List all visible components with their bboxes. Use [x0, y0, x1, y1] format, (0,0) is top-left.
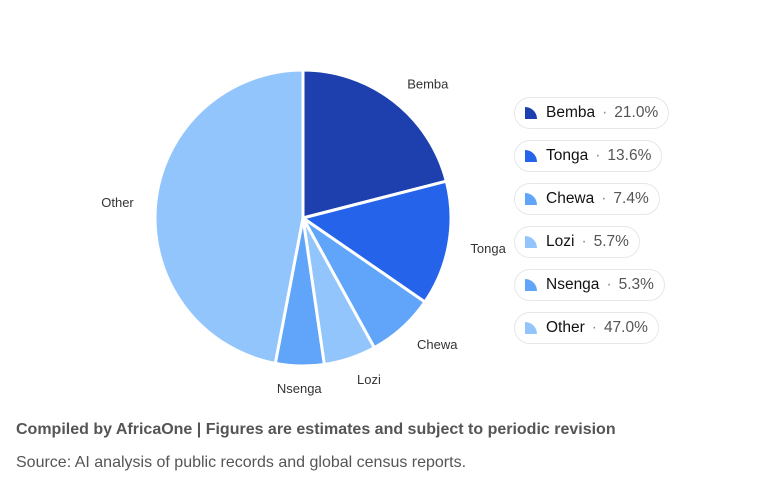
- legend-percent: 47.0%: [603, 319, 648, 336]
- legend-percent: 21.0%: [614, 104, 659, 121]
- legend-separator: ·: [606, 276, 612, 293]
- legend-swatch-icon: [525, 193, 537, 205]
- legend-separator: ·: [601, 190, 607, 207]
- slice-label: Other: [101, 195, 134, 210]
- legend-name: Chewa: [546, 190, 595, 207]
- legend-item: Other · 47.0%: [514, 312, 659, 344]
- legend-item: Nsenga · 5.3%: [514, 269, 665, 301]
- legend-swatch-icon: [525, 322, 537, 334]
- legend-name: Nsenga: [546, 276, 600, 293]
- legend-percent: 5.7%: [593, 233, 629, 250]
- legend-swatch-icon: [525, 279, 537, 291]
- slice-tonga: [299, 179, 453, 305]
- slice-label: Lozi: [357, 372, 381, 387]
- footer-source: Source: AI analysis of public records an…: [16, 454, 467, 471]
- legend-item: Bemba · 21.0%: [514, 97, 670, 129]
- slice-label: Chewa: [417, 337, 458, 352]
- legend-name: Other: [546, 319, 585, 336]
- slice-label: Nsenga: [277, 381, 323, 396]
- slice-bemba: [301, 68, 449, 220]
- slice-other: [153, 68, 305, 366]
- footer-credit: Compiled by AfricaOne | Figures are esti…: [16, 421, 616, 438]
- legend-item: Chewa · 7.4%: [514, 183, 660, 215]
- legend-separator: ·: [581, 233, 587, 250]
- legend-item: Tonga · 13.6%: [514, 140, 663, 172]
- slice-label: Bemba: [407, 77, 449, 92]
- legend-percent: 13.6%: [607, 147, 652, 164]
- slice-label: Tonga: [470, 241, 506, 256]
- legend-swatch-icon: [525, 107, 537, 119]
- legend-percent: 5.3%: [618, 276, 654, 293]
- legend-name: Lozi: [546, 233, 575, 250]
- legend-name: Tonga: [546, 147, 589, 164]
- legend-swatch-icon: [525, 150, 537, 162]
- legend-separator: ·: [591, 319, 597, 336]
- legend-separator: ·: [602, 104, 608, 121]
- legend-name: Bemba: [546, 104, 596, 121]
- legend-swatch-icon: [525, 236, 537, 248]
- pie-chart: Bemba Tonga Chewa Lozi Nsenga Other: [101, 68, 507, 396]
- legend-separator: ·: [595, 147, 601, 164]
- legend-item: Lozi · 5.7%: [514, 226, 640, 258]
- legend: Bemba · 21.0% Tonga · 13.6% Chewa · 7.4% Lozi · 5.7…: [514, 97, 670, 355]
- legend-percent: 7.4%: [613, 190, 649, 207]
